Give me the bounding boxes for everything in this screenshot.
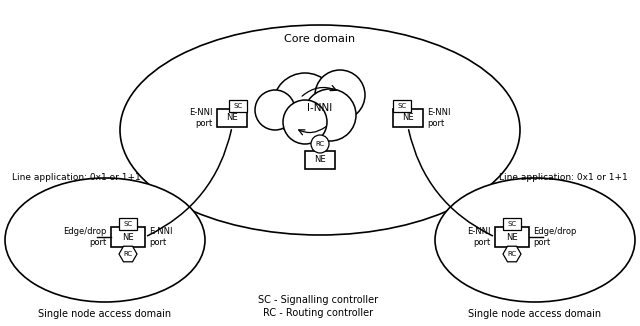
Text: SC: SC <box>124 221 132 227</box>
Text: Single node access domain: Single node access domain <box>468 309 602 319</box>
Text: Line application: 0x1 or 1+1: Line application: 0x1 or 1+1 <box>12 173 141 183</box>
Ellipse shape <box>435 178 635 302</box>
Text: RC: RC <box>508 251 516 257</box>
Text: SC: SC <box>397 103 406 109</box>
Ellipse shape <box>5 178 205 302</box>
Text: E-NNI
port: E-NNI port <box>149 227 173 247</box>
Bar <box>495 227 529 247</box>
Text: Edge/drop
port: Edge/drop port <box>533 227 577 247</box>
Text: E-NNI
port: E-NNI port <box>467 227 491 247</box>
Text: RC: RC <box>124 251 132 257</box>
Bar <box>229 100 247 112</box>
Text: SC: SC <box>508 221 516 227</box>
Text: NE: NE <box>506 232 518 242</box>
Text: E-NNI
port: E-NNI port <box>427 108 451 128</box>
Bar <box>503 218 521 230</box>
Text: Edge/drop
port: Edge/drop port <box>63 227 107 247</box>
Text: NE: NE <box>402 113 414 123</box>
Bar <box>393 100 411 112</box>
Circle shape <box>273 73 337 137</box>
Text: NE: NE <box>226 113 238 123</box>
Circle shape <box>283 100 327 144</box>
Text: I-NNI: I-NNI <box>307 103 333 113</box>
Bar <box>305 151 335 169</box>
Text: RC: RC <box>316 141 324 147</box>
Bar <box>119 218 137 230</box>
Ellipse shape <box>120 25 520 235</box>
Text: SC - Signalling controller: SC - Signalling controller <box>258 295 378 305</box>
Text: NE: NE <box>314 156 326 165</box>
Bar <box>217 109 247 127</box>
Text: Line application: 0x1 or 1+1: Line application: 0x1 or 1+1 <box>499 173 628 183</box>
Circle shape <box>315 70 365 120</box>
Bar <box>393 109 423 127</box>
Text: SC: SC <box>234 103 243 109</box>
Circle shape <box>304 89 356 141</box>
Text: NE: NE <box>122 232 134 242</box>
Polygon shape <box>503 246 521 262</box>
Bar <box>111 227 145 247</box>
Circle shape <box>255 90 295 130</box>
Circle shape <box>311 135 329 153</box>
Text: RC - Routing controller: RC - Routing controller <box>263 308 373 318</box>
Text: E-NNI
port: E-NNI port <box>189 108 213 128</box>
Polygon shape <box>119 246 137 262</box>
Text: Core domain: Core domain <box>284 34 356 44</box>
Text: Single node access domain: Single node access domain <box>38 309 172 319</box>
